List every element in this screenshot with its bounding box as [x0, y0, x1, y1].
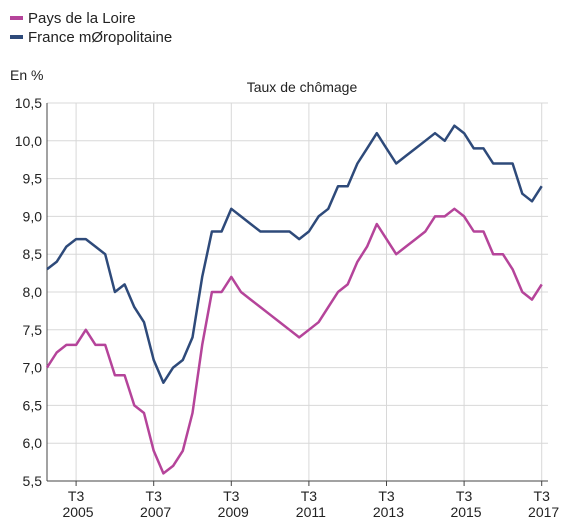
y-tick-label: 6,5	[23, 397, 43, 413]
y-tick-label: 9,5	[23, 171, 43, 187]
legend-swatch	[10, 16, 23, 20]
y-tick-label: 8,5	[23, 246, 43, 262]
y-tick-label: 7,0	[23, 360, 43, 376]
y-tick-label: 7,5	[23, 322, 43, 338]
legend-label: France mØropolitaine	[28, 29, 172, 46]
y-tick-label: 9,0	[23, 208, 43, 224]
series-line	[45, 207, 543, 475]
x-tick-label: T3 2007	[136, 488, 171, 520]
y-tick-label: 10,5	[15, 95, 42, 111]
y-axis-label: En %	[10, 67, 43, 83]
y-tick-label: 8,0	[23, 284, 43, 300]
x-tick-label: T3 2011	[292, 488, 326, 520]
x-tick-label: T3 2005	[59, 488, 94, 520]
y-tick-label: 5,5	[23, 473, 43, 489]
x-tick-label: T3 2017	[524, 488, 559, 520]
y-tick-label: 6,0	[23, 435, 43, 451]
x-tick-label: T3 2013	[369, 488, 404, 520]
legend-label: Pays de la Loire	[28, 10, 136, 27]
legend-swatch	[10, 35, 23, 39]
x-tick-label: T3 2015	[447, 488, 482, 520]
series-line	[46, 124, 543, 384]
x-tick-label: T3 2009	[214, 488, 249, 520]
chart-title: Taux de chômage	[247, 79, 358, 95]
y-tick-label: 10,0	[15, 133, 42, 149]
